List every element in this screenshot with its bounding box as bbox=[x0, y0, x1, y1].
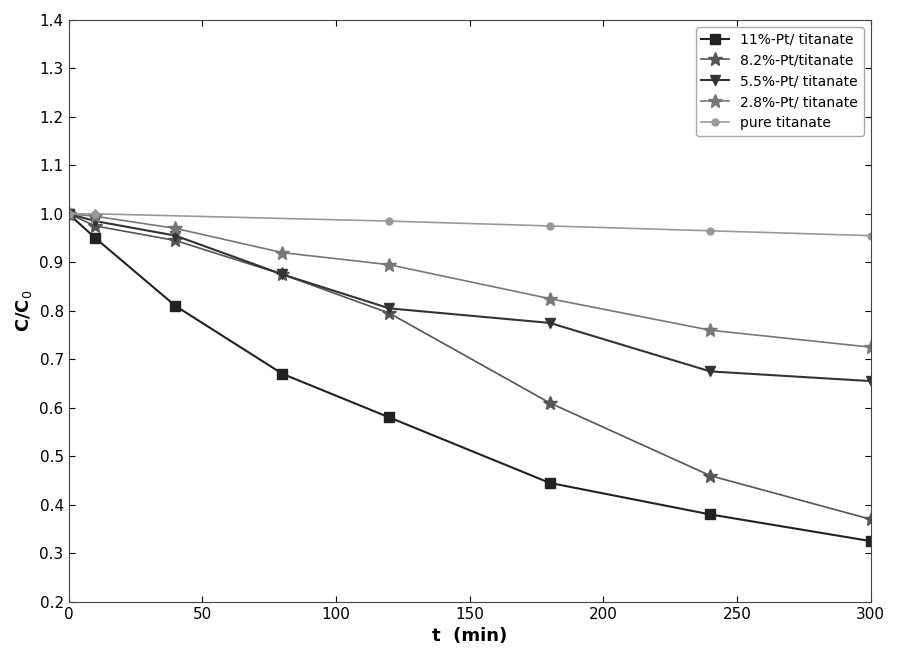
Legend: 11%-Pt/ titanate, 8.2%-Pt/titanate, 5.5%-Pt/ titanate, 2.8%-Pt/ titanate, pure t: 11%-Pt/ titanate, 8.2%-Pt/titanate, 5.5%… bbox=[696, 27, 864, 136]
11%-Pt/ titanate bbox=[865, 537, 876, 545]
pure titanate bbox=[63, 210, 74, 217]
5.5%-Pt/ titanate bbox=[545, 319, 556, 327]
2.8%-Pt/ titanate bbox=[63, 210, 74, 217]
11%-Pt/ titanate bbox=[384, 413, 395, 421]
11%-Pt/ titanate bbox=[545, 479, 556, 487]
Line: pure titanate: pure titanate bbox=[65, 210, 874, 239]
Y-axis label: C/C$_0$: C/C$_0$ bbox=[13, 289, 34, 332]
pure titanate bbox=[705, 227, 716, 235]
8.2%-Pt/titanate bbox=[545, 399, 556, 407]
5.5%-Pt/ titanate bbox=[63, 210, 74, 217]
8.2%-Pt/titanate bbox=[170, 237, 181, 244]
pure titanate bbox=[384, 217, 395, 225]
2.8%-Pt/ titanate bbox=[90, 212, 101, 220]
8.2%-Pt/titanate bbox=[277, 270, 288, 278]
pure titanate bbox=[865, 232, 876, 240]
11%-Pt/ titanate bbox=[170, 302, 181, 310]
2.8%-Pt/ titanate bbox=[705, 326, 716, 334]
pure titanate bbox=[545, 222, 556, 230]
5.5%-Pt/ titanate bbox=[384, 304, 395, 312]
5.5%-Pt/ titanate bbox=[90, 217, 101, 225]
5.5%-Pt/ titanate bbox=[277, 270, 288, 278]
2.8%-Pt/ titanate bbox=[865, 343, 876, 351]
2.8%-Pt/ titanate bbox=[170, 225, 181, 233]
11%-Pt/ titanate bbox=[90, 234, 101, 242]
5.5%-Pt/ titanate bbox=[170, 232, 181, 240]
11%-Pt/ titanate bbox=[63, 210, 74, 217]
Line: 11%-Pt/ titanate: 11%-Pt/ titanate bbox=[64, 209, 876, 546]
11%-Pt/ titanate bbox=[277, 370, 288, 378]
pure titanate bbox=[90, 210, 101, 217]
Line: 2.8%-Pt/ titanate: 2.8%-Pt/ titanate bbox=[62, 207, 877, 354]
5.5%-Pt/ titanate bbox=[865, 377, 876, 385]
8.2%-Pt/titanate bbox=[865, 515, 876, 523]
8.2%-Pt/titanate bbox=[384, 309, 395, 317]
11%-Pt/ titanate bbox=[705, 511, 716, 519]
8.2%-Pt/titanate bbox=[705, 472, 716, 480]
2.8%-Pt/ titanate bbox=[277, 248, 288, 256]
5.5%-Pt/ titanate bbox=[705, 368, 716, 376]
8.2%-Pt/titanate bbox=[90, 222, 101, 230]
X-axis label: t  (min): t (min) bbox=[432, 627, 507, 645]
2.8%-Pt/ titanate bbox=[545, 295, 556, 302]
Line: 8.2%-Pt/titanate: 8.2%-Pt/titanate bbox=[62, 207, 877, 527]
8.2%-Pt/titanate bbox=[63, 210, 74, 217]
Line: 5.5%-Pt/ titanate: 5.5%-Pt/ titanate bbox=[64, 209, 876, 386]
2.8%-Pt/ titanate bbox=[384, 261, 395, 269]
